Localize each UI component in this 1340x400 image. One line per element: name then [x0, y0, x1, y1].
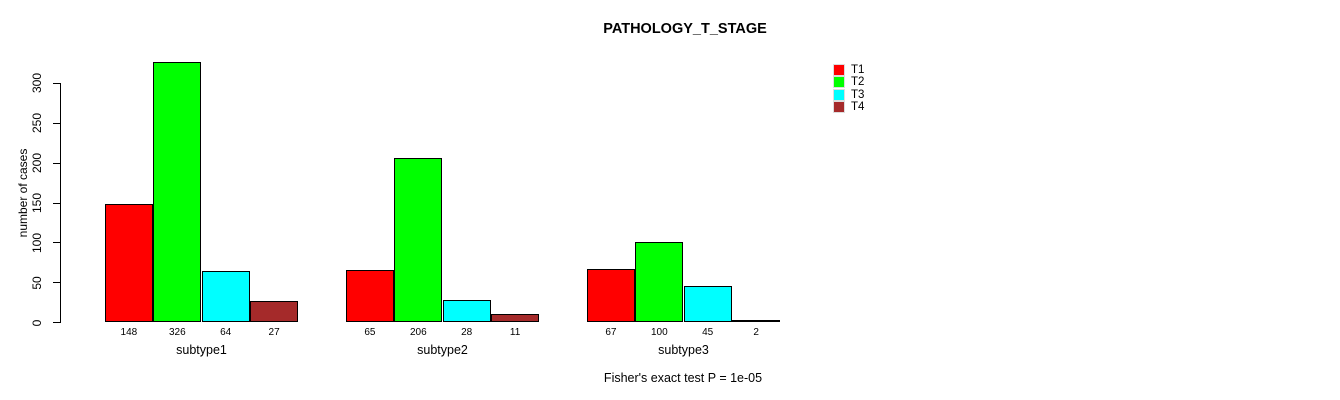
- legend-item-t4: T4: [833, 101, 865, 114]
- bar-t1-subtype1: [104, 204, 154, 323]
- bar-t3-subtype1: [201, 271, 250, 323]
- y-axis-line: [60, 82, 61, 324]
- y-axis-title: number of cases: [16, 148, 30, 238]
- legend-label-t2: T2: [851, 76, 865, 89]
- legend-swatch-t1: [833, 64, 845, 76]
- bar-t2-subtype3: [635, 242, 684, 323]
- bar-t3-subtype3: [683, 286, 732, 323]
- bar-value-label: 27: [268, 327, 280, 338]
- bar-value-label: 206: [409, 327, 427, 338]
- bar-t4-subtype3: [731, 320, 781, 323]
- bar-t4-subtype2: [490, 313, 540, 323]
- legend-item-t1: T1: [833, 64, 864, 76]
- y-axis-tick-label: 300: [30, 73, 44, 94]
- bar-value-label: 64: [220, 327, 232, 338]
- x-group-label-subtype2: subtype2: [417, 343, 468, 357]
- bar-value-label: 100: [650, 327, 668, 338]
- legend-swatch-t2: [833, 76, 845, 89]
- bar-value-label: 326: [168, 327, 186, 338]
- footnote-text: Fisher's exact test P = 1e-05: [603, 371, 763, 385]
- y-axis-tick-label: 0: [30, 319, 44, 327]
- y-axis-tick: [53, 122, 60, 124]
- bar-t2-subtype2: [394, 157, 443, 323]
- chart-title: PATHOLOGY_T_STAGE: [603, 21, 767, 37]
- y-axis-tick-label: 250: [30, 113, 44, 134]
- bar-value-label: 148: [120, 327, 138, 338]
- bar-t3-subtype2: [442, 299, 491, 323]
- bar-t2-subtype1: [153, 62, 202, 323]
- y-axis-tick-label: 200: [30, 153, 44, 174]
- y-axis-tick-label: 150: [30, 193, 44, 214]
- bar-t1-subtype3: [586, 268, 636, 323]
- legend-item-t2: T2: [833, 76, 865, 89]
- legend-swatch-t4: [833, 101, 845, 114]
- bar-value-label: 28: [461, 327, 473, 338]
- bar-value-label: 2: [753, 327, 759, 338]
- x-group-label-subtype1: subtype1: [176, 343, 227, 357]
- bar-t1-subtype2: [345, 270, 395, 323]
- bar-value-label: 67: [605, 327, 617, 338]
- legend-label-t3: T3: [851, 88, 865, 101]
- bar-value-label: 65: [364, 327, 376, 338]
- legend-item-t3: T3: [833, 88, 865, 101]
- y-axis-tick: [53, 282, 60, 284]
- y-axis-tick-label: 100: [30, 232, 44, 253]
- legend-label-t1: T1: [851, 64, 865, 76]
- legend-label-t4: T4: [851, 101, 865, 114]
- bar-value-label: 45: [702, 327, 714, 338]
- bar-value-label: 11: [509, 327, 521, 338]
- y-axis-tick: [53, 162, 60, 164]
- x-group-label-subtype3: subtype3: [658, 343, 709, 357]
- y-axis-tick: [53, 82, 60, 84]
- legend-swatch-t3: [833, 88, 845, 101]
- y-axis-tick: [53, 202, 60, 204]
- y-axis-tick: [53, 242, 60, 244]
- bar-t4-subtype1: [249, 300, 299, 323]
- y-axis-tick: [53, 322, 60, 324]
- y-axis-tick-label: 50: [30, 276, 44, 290]
